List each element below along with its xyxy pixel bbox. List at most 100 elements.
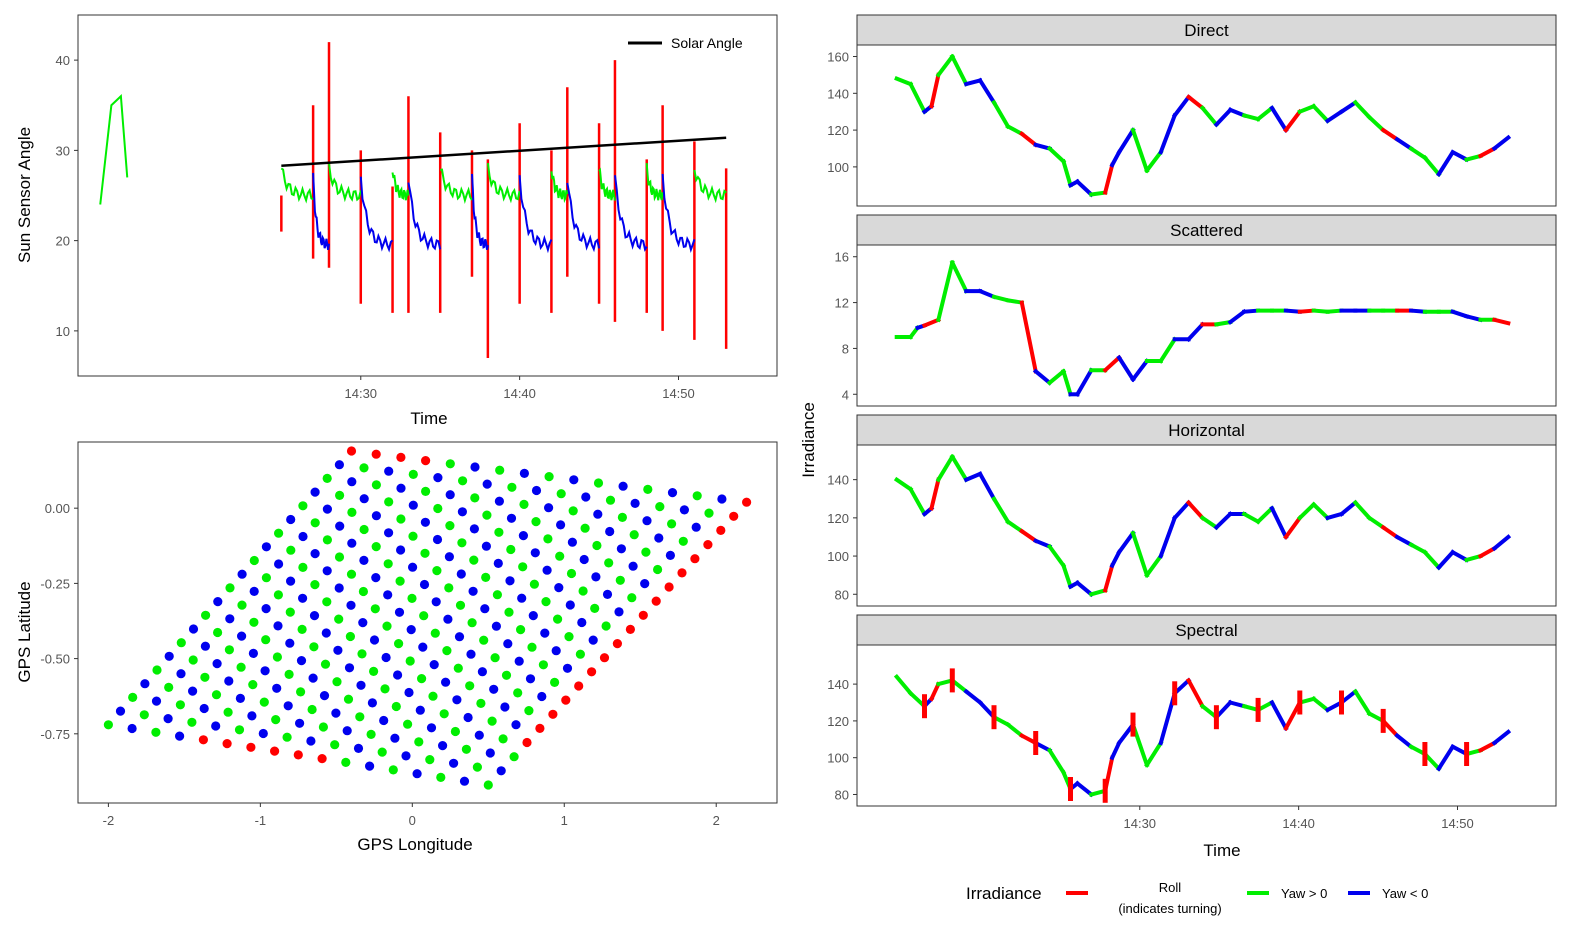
facet-trace-segment (1310, 695, 1331, 713)
gps-point (390, 733, 400, 743)
gps-point (627, 593, 637, 603)
gps-point (285, 638, 295, 648)
gps-point (551, 646, 561, 656)
gps-point (477, 667, 487, 677)
facet-trace-segment (949, 53, 969, 87)
gps-point (654, 533, 664, 543)
gps-point (408, 562, 418, 572)
facet-x-tick-label: 14:40 (1282, 816, 1315, 831)
gps-point (394, 639, 404, 649)
gps-point (463, 712, 473, 723)
gps-point (483, 780, 493, 790)
gps-point (522, 737, 532, 748)
facet-trace-segment (1408, 145, 1428, 161)
gps-point (395, 576, 405, 586)
gps-point (653, 564, 663, 575)
facet-trace-segment (1019, 528, 1039, 544)
gps-point (246, 742, 256, 752)
gps-point (321, 628, 331, 638)
facet-trace-segment (977, 77, 997, 106)
yaw-trace-segment (518, 175, 553, 254)
facet-y-tick-label: 120 (827, 714, 849, 729)
gps-point (310, 518, 320, 528)
gps-point (640, 579, 650, 589)
facet-trace-segment (1435, 549, 1456, 571)
gps-point (408, 531, 418, 541)
gps-point (296, 656, 307, 666)
gps-point (703, 540, 713, 550)
gps-point (188, 686, 198, 696)
facet-trace-segment (1338, 499, 1359, 517)
gps-point (211, 690, 222, 700)
facet-x-axis: 14:30 14:40 14:50 (1124, 806, 1474, 831)
facet-strip (856, 414, 1557, 446)
facet-trace-segment (1380, 127, 1400, 143)
gps-point (506, 544, 516, 555)
gps-point (569, 475, 579, 485)
facet-trace-segment (1477, 740, 1498, 754)
facet-plot-frame (856, 444, 1557, 607)
facet-trace-segment (1311, 308, 1330, 314)
gps-point (555, 551, 565, 561)
gps-point (188, 655, 198, 665)
gps-point (474, 730, 484, 740)
gps-point (222, 739, 232, 749)
facet-trace-segment (1436, 743, 1456, 772)
gps-point (441, 677, 451, 687)
facet-trace-segment (1171, 499, 1192, 521)
facet-trace-segment (1283, 515, 1303, 540)
gps-y-axis-title: GPS Latitude (15, 581, 34, 682)
gps-point (346, 569, 357, 579)
gps-point (284, 669, 294, 680)
gps-point (561, 695, 571, 705)
legend-label-roll-note: (indicates turning) (1118, 901, 1221, 916)
facet-strip-title: Direct (1184, 21, 1229, 40)
facet-trace-segment (1269, 699, 1289, 732)
sun-y-axis: 10 20 30 40 (56, 53, 78, 339)
gps-point (261, 542, 271, 552)
yaw-trace-segment (391, 172, 410, 201)
gps-point (369, 635, 380, 645)
irradiance-facets-chart: Direct 100 120 140 160 Scattered 4 8 12 16 Horizon… (799, 14, 1557, 860)
facet-trace-segment (1325, 308, 1344, 314)
gps-point (371, 480, 381, 490)
gps-point (489, 684, 499, 694)
gps-point (286, 576, 296, 586)
yaw-trace-segment (471, 173, 489, 250)
gps-point (377, 747, 387, 757)
facet-trace-segment (1213, 511, 1234, 531)
gps-point (506, 513, 517, 523)
gps-point (590, 603, 600, 614)
gps-point (567, 537, 578, 547)
facet-trace-segment (929, 72, 941, 109)
yaw-trace-segment (328, 163, 362, 203)
gps-point (541, 597, 551, 607)
facet-trace-segment (1255, 105, 1275, 122)
gps-point (322, 535, 332, 545)
gps-point (307, 704, 317, 715)
gps-point (260, 666, 270, 676)
gps-point (330, 740, 340, 750)
facet-trace-segment (1116, 530, 1136, 555)
legend-label-yaw-pos: Yaw > 0 (1281, 886, 1327, 901)
facet-trace-segment (1394, 732, 1414, 750)
yaw-trace-segment (550, 171, 569, 204)
gps-point (604, 558, 614, 568)
gps-point (665, 550, 676, 561)
gps-point (431, 597, 441, 607)
facet-trace-segment (1019, 300, 1039, 374)
facet-y-tick-label: 160 (827, 50, 849, 65)
facet-y-tick-label: 100 (827, 549, 849, 564)
yaw-trace-segment (645, 163, 664, 202)
gps-point (568, 506, 578, 516)
gps-point (501, 670, 512, 680)
facet-trace-segment (893, 673, 914, 697)
gps-point (643, 484, 653, 494)
gps-point (540, 628, 550, 638)
gps-point (359, 524, 369, 535)
gps-point (493, 558, 503, 569)
gps-point (272, 683, 282, 693)
gps-point (578, 586, 588, 596)
gps-point (225, 614, 235, 624)
facet-trace-segment (1185, 321, 1206, 343)
